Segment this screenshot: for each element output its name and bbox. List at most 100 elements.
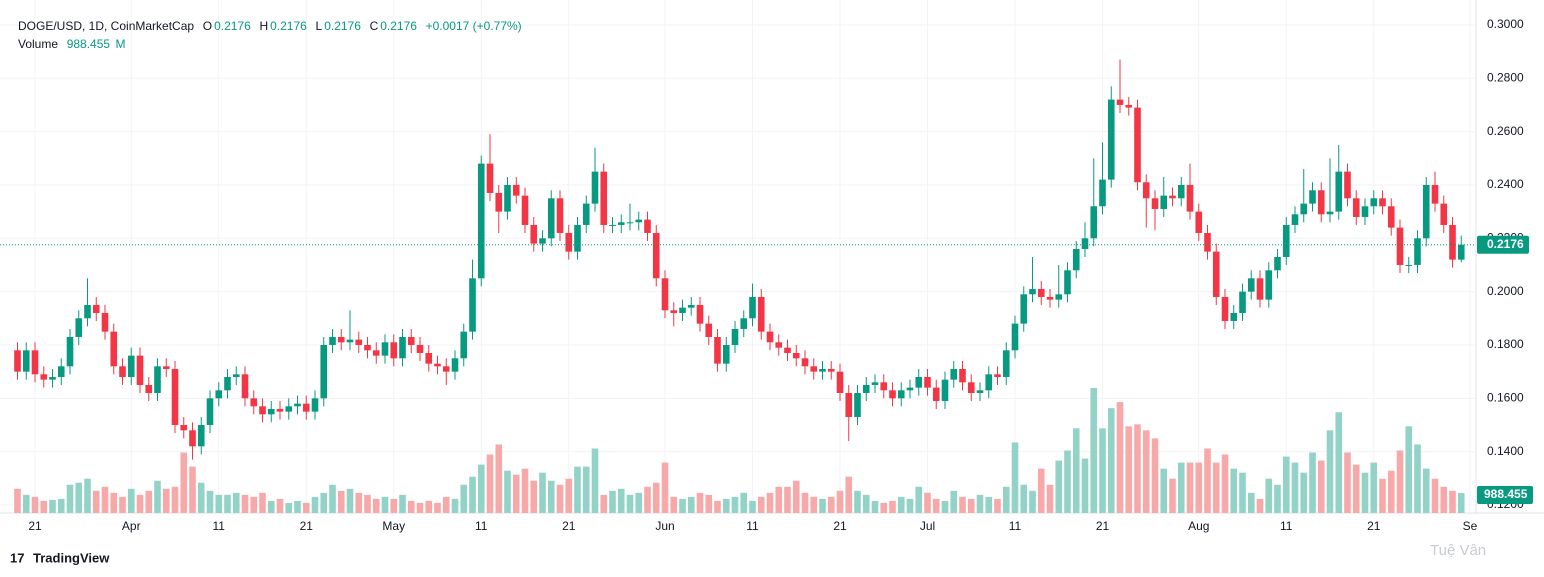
candle-body	[119, 366, 126, 377]
volume-bar	[215, 494, 223, 513]
candle-body	[1361, 206, 1369, 217]
volume-bar	[600, 494, 608, 513]
candle-body	[1414, 238, 1421, 265]
volume-bar	[521, 468, 529, 513]
volume-bar	[119, 496, 126, 513]
candle-body	[897, 390, 905, 399]
volume-bar	[775, 486, 783, 513]
volume-bar	[792, 480, 800, 513]
candle-body	[154, 366, 161, 393]
volume-bar	[1099, 428, 1106, 513]
volume-tag	[1477, 486, 1533, 504]
y-tick-label: 0.2400	[1487, 177, 1524, 191]
candle-body	[1379, 198, 1386, 207]
volume-bar	[556, 484, 564, 513]
candle-body	[451, 358, 459, 372]
volume-bar	[1029, 490, 1036, 513]
candle-body	[967, 382, 975, 393]
ohlc-row: DOGE/USD, 1D, CoinMarketCap O 0.2176 H 0.2…	[18, 17, 524, 35]
x-tick-label: 11	[213, 519, 226, 533]
candle-body	[556, 198, 564, 233]
candle-body	[1422, 184, 1430, 239]
l-value: 0.2176	[324, 19, 361, 33]
volume-bar	[355, 492, 363, 513]
volume-bar	[924, 492, 931, 513]
volume-bar	[49, 499, 56, 513]
candle-body	[1317, 190, 1325, 215]
candle-body	[294, 403, 301, 407]
volume-bar	[504, 470, 511, 513]
candle-body	[224, 376, 231, 391]
candle-body	[1090, 206, 1098, 239]
volume-bar	[145, 490, 153, 513]
candle-body	[329, 336, 336, 345]
x-tick-label: Jun	[655, 519, 674, 533]
volume-bar	[950, 490, 958, 513]
candle-body	[355, 339, 363, 345]
volume-bar	[714, 500, 721, 513]
volume-bar	[1151, 438, 1159, 513]
volume-bar	[1125, 426, 1133, 513]
volume-bar	[687, 496, 695, 513]
candle-body	[250, 398, 258, 407]
volume-bar	[1422, 468, 1430, 513]
candle-body	[775, 342, 783, 348]
volume-bar	[1204, 448, 1211, 513]
volume-bar	[1055, 460, 1063, 513]
candle-body	[836, 371, 844, 393]
candle-body	[932, 387, 940, 401]
candle-body	[1072, 248, 1080, 271]
candle-body	[959, 368, 966, 383]
volume-bar	[311, 496, 319, 513]
x-tick-label: May	[382, 519, 405, 533]
x-tick-label: 21	[1367, 519, 1381, 533]
y-tick-label: 0.2600	[1487, 124, 1524, 138]
candle-body	[110, 331, 118, 367]
candle-body	[801, 358, 809, 367]
volume-bar	[1230, 468, 1238, 513]
x-tick-label: 11	[1009, 519, 1022, 533]
candle-body	[985, 374, 993, 391]
volume-bar	[1195, 462, 1203, 513]
volume-bar	[399, 494, 406, 513]
candle-body	[372, 350, 380, 356]
candle-body	[1011, 323, 1019, 351]
candle-body	[679, 307, 686, 313]
candle-body	[617, 222, 625, 225]
volume-bar	[889, 500, 896, 513]
candle-body	[101, 312, 109, 332]
candle-body	[504, 184, 511, 212]
volume-bar	[757, 496, 765, 513]
candle-body	[1160, 195, 1168, 209]
volume-bar	[1326, 430, 1334, 513]
candle-body	[565, 232, 573, 252]
volume-bar	[469, 476, 476, 513]
candle-body	[1449, 224, 1456, 260]
volume-bar	[1037, 468, 1045, 513]
candle-body	[215, 390, 223, 399]
candle-body	[1134, 107, 1141, 183]
volume-bar	[932, 498, 940, 513]
volume-bar	[967, 498, 975, 513]
volume-bar	[1090, 388, 1098, 513]
volume-bar	[1239, 472, 1246, 513]
candle-body	[1387, 206, 1395, 228]
candle-body	[1020, 294, 1028, 324]
volume-bar	[670, 496, 678, 513]
candle-body	[530, 224, 538, 244]
y-tick-label: 0.1600	[1487, 390, 1524, 404]
candle-body	[1177, 184, 1185, 199]
candle-body	[180, 424, 188, 431]
volume-bar	[915, 486, 923, 513]
volume-bar	[57, 498, 65, 513]
candle-body	[241, 374, 249, 399]
volume-bar	[679, 498, 686, 513]
volume-label: Volume	[18, 37, 59, 51]
candle-body	[1037, 288, 1045, 297]
candle-body	[661, 278, 669, 311]
candle-body	[416, 344, 424, 353]
volume-bar	[512, 474, 520, 513]
volume-bar	[425, 500, 433, 513]
